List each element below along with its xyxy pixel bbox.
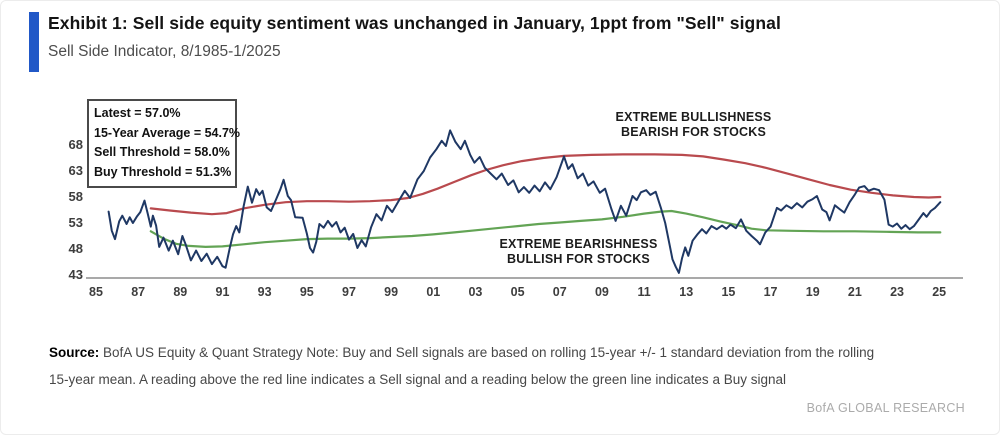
y-tick-label: 53 <box>68 215 83 230</box>
stat-latest: Latest = 57.0% <box>94 106 181 120</box>
y-tick-label: 48 <box>68 241 83 256</box>
source-text-line2: 15-year mean. A reading above the red li… <box>49 372 786 387</box>
annotation-bearish-line2: BULLISH FOR STOCKS <box>507 252 650 266</box>
x-tick-label: 11 <box>637 285 651 299</box>
x-tick-label: 15 <box>721 285 736 299</box>
y-tick-label: 68 <box>68 137 83 152</box>
x-tick-label: 03 <box>468 285 483 299</box>
annotation-extreme-bullishness: EXTREME BULLISHNESS BEARISH FOR STOCKS <box>596 110 791 140</box>
stat-15yr-average: 15-Year Average = 54.7% <box>94 125 241 140</box>
x-tick-label: 13 <box>679 285 694 299</box>
x-tick-label: 05 <box>510 285 525 299</box>
x-tick-label: 17 <box>763 285 778 299</box>
stat-buy-threshold: Buy Threshold = 51.3% <box>94 164 232 179</box>
x-tick-label: 91 <box>215 285 230 299</box>
stat-sell-threshold: Sell Threshold = 58.0% <box>94 145 230 159</box>
annotation-extreme-bearishness: EXTREME BEARISHNESS BULLISH FOR STOCKS <box>481 237 676 267</box>
y-tick-label: 63 <box>68 163 83 178</box>
source-text-line1: BofA US Equity & Quant Strategy Note: Bu… <box>103 345 875 360</box>
title-accent-bar <box>29 12 39 72</box>
page-title: Exhibit 1: Sell side equity sentiment wa… <box>48 13 781 33</box>
x-tick-label: 09 <box>594 285 609 299</box>
line-chart <box>86 129 963 279</box>
x-tick-label: 01 <box>426 285 441 299</box>
y-tick-label: 58 <box>68 189 83 204</box>
x-tick-label: 99 <box>384 285 399 299</box>
source-note: Source: BofA US Equity & Quant Strategy … <box>49 339 964 393</box>
chart-area: Latest = 57.0% 15-Year Average = 54.7% S… <box>1 1 999 331</box>
x-tick-label: 89 <box>173 285 188 299</box>
series-line-0 <box>107 129 942 274</box>
series-line-2 <box>149 209 942 248</box>
page-subtitle: Sell Side Indicator, 8/1985-1/2025 <box>48 43 281 60</box>
annotation-bullish-line2: BEARISH FOR STOCKS <box>620 125 767 139</box>
x-tick-label: 07 <box>552 285 567 299</box>
stats-legend-box: Latest = 57.0% 15-Year Average = 54.7% S… <box>87 99 241 188</box>
annotation-bearish-line1: EXTREME BEARISHNESS <box>499 237 658 251</box>
x-tick-label: 95 <box>299 285 314 299</box>
y-tick-label: 43 <box>68 267 83 282</box>
x-tick-label: 87 <box>131 285 146 299</box>
x-tick-label: 93 <box>257 285 272 299</box>
source-label: Source: <box>49 345 100 360</box>
x-tick-label: 19 <box>805 285 820 299</box>
x-tick-label: 85 <box>89 285 103 299</box>
x-tick-label: 21 <box>847 285 862 299</box>
annotation-bullish-line1: EXTREME BULLISHNESS <box>615 110 772 124</box>
brand-mark: BofA GLOBAL RESEARCH <box>806 401 965 415</box>
x-tick-label: 97 <box>342 285 356 299</box>
x-tick-label: 25 <box>932 285 947 299</box>
x-tick-label: 23 <box>890 285 904 299</box>
